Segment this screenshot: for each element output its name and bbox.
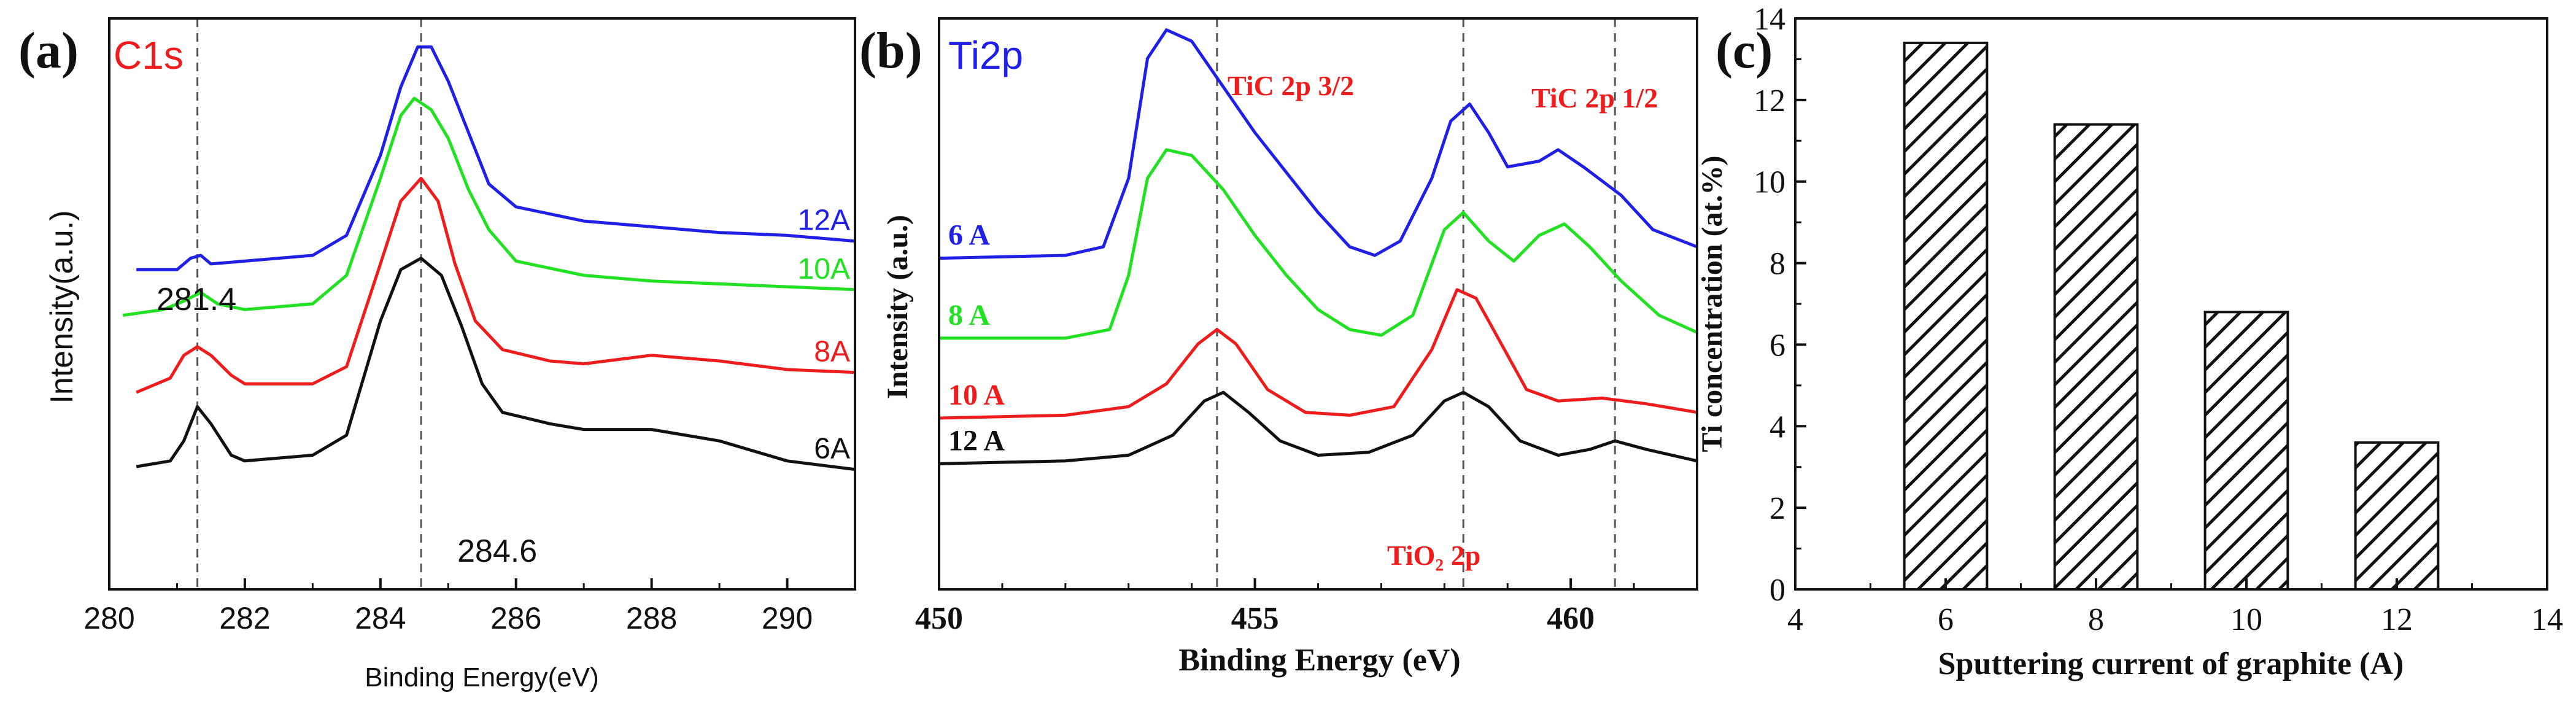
panel-c-ylabel: Ti concentration (at.%): [1696, 155, 1728, 452]
panel-b: 450 455 460 6 A 8 A 10 A 12 A (b) Ti2p TiC 2p…: [859, 17, 1698, 678]
panel-a-series: [122, 45, 855, 471]
peak-label-tic-3-2: TiC 2p 3/2: [1228, 70, 1354, 101]
series-line-10a: [939, 288, 1697, 420]
panel-b-series: [939, 28, 1697, 465]
x-tick-label: 8: [2088, 602, 2104, 637]
panel-a-xlabel: Binding Energy(eV): [365, 662, 599, 692]
x-tick-label: 455: [1231, 601, 1279, 636]
panel-b-series-labels: 6 A 8 A 10 A 12 A: [948, 219, 1005, 457]
peak-label-tic-1-2: TiC 2p 1/2: [1531, 82, 1658, 114]
peak-label-281: 281.4: [157, 282, 236, 317]
series-line-8a: [939, 148, 1697, 340]
panel-c-ticks: 4 6 8 10 12 14 0 2 4 6 8 10 12 14: [1754, 2, 2563, 637]
series-line-6a: [939, 28, 1697, 260]
y-tick-label: 14: [1754, 2, 1785, 37]
y-tick-label: 4: [1770, 409, 1785, 444]
series-line-10a: [122, 96, 855, 317]
x-tick-label: 450: [915, 601, 963, 636]
panel-b-x-ticks: 450 455 460: [915, 578, 1698, 636]
x-tick-label: 14: [2531, 602, 2563, 637]
x-tick-label: 10: [2230, 602, 2262, 637]
panel-a-x-ticks: 280 282 284 286 288 290: [83, 578, 856, 635]
panel-b-title: Ti2p: [948, 33, 1023, 77]
bar-12A: [2354, 441, 2440, 591]
x-tick-label: 12: [2381, 602, 2413, 637]
series-label: 8 A: [948, 299, 990, 332]
panel-c: 4 6 8 10 12 14 0 2 4 6 8 10 12 14 (c) Sputtering curr…: [1696, 2, 2563, 681]
y-tick-label: 12: [1754, 83, 1785, 118]
series-line-12a: [939, 390, 1697, 465]
panel-a: 280 282 284 286 288 290 12A 10A 8A 6A (a) C1s 28…: [18, 17, 856, 692]
y-tick-label: 10: [1754, 165, 1785, 200]
panel-b-ylabel: Intensity (a.u.): [881, 215, 914, 399]
x-tick-label: 288: [626, 601, 677, 635]
series-line-6a: [136, 257, 855, 471]
x-tick-label: 282: [219, 601, 270, 635]
x-tick-label: 6: [1938, 602, 1954, 637]
panel-c-letter: (c): [1715, 22, 1773, 79]
panel-a-ylabel: Intensity(a.u.): [44, 210, 80, 403]
y-tick-label: 2: [1770, 491, 1785, 526]
bar-10A: [2203, 311, 2289, 591]
series-label: 12 A: [948, 424, 1005, 457]
panel-a-series-labels: 12A 10A 8A 6A: [798, 204, 850, 465]
series-line-12a: [136, 45, 855, 271]
series-label: 6A: [814, 433, 850, 465]
panel-b-xlabel: Binding Energy (eV): [1178, 643, 1460, 678]
panel-c-xlabel: Sputtering current of graphite (A): [1938, 646, 2404, 681]
panel-a-letter: (a): [18, 22, 79, 79]
peak-label-tio2: TiO₂ 2p: [1387, 540, 1480, 571]
bar-6A: [1903, 41, 1989, 591]
panel-a-reference-lines: [196, 18, 422, 589]
panel-b-reference-lines: [1216, 18, 1616, 589]
x-tick-label: 284: [355, 601, 406, 635]
panel-a-frame: [108, 17, 856, 591]
series-label: 10 A: [948, 379, 1005, 411]
series-label: 6 A: [948, 219, 990, 252]
x-tick-label: 4: [1787, 602, 1803, 637]
x-tick-label: 286: [490, 601, 541, 635]
panel-c-bars: [1903, 41, 2440, 591]
series-label: 8A: [814, 336, 850, 368]
series-label: 10A: [798, 253, 850, 285]
panel-b-letter: (b): [859, 22, 922, 79]
panel-a-title: C1s: [114, 33, 184, 77]
y-tick-label: 0: [1770, 573, 1785, 608]
x-tick-label: 290: [762, 601, 813, 635]
bar-8A: [2053, 123, 2139, 591]
series-line-8a: [136, 176, 855, 394]
x-tick-label: 280: [83, 601, 134, 635]
series-label: 12A: [798, 204, 850, 237]
y-tick-label: 6: [1770, 328, 1785, 363]
y-tick-label: 8: [1770, 247, 1785, 282]
x-tick-label: 460: [1547, 601, 1595, 636]
peak-label-284: 284.6: [457, 533, 537, 569]
